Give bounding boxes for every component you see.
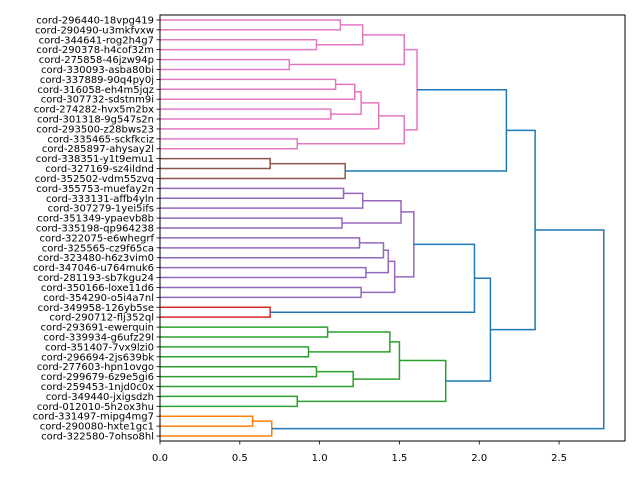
dendrogram-link <box>160 365 318 378</box>
dendrogram-link <box>160 346 310 358</box>
leaf-label: cord-349958-126yb5se <box>38 303 154 314</box>
leaf-label: cord-296694-2js639bk <box>41 352 154 363</box>
dendrogram-link <box>160 192 364 209</box>
leaf-label: cord-296440-18vpg419 <box>36 15 154 26</box>
leaf-label: cord-347046-u764muk6 <box>33 263 154 274</box>
leaf-label: cord-350166-loxe11d6 <box>41 283 154 294</box>
dendrogram-link <box>271 229 605 430</box>
dendrogram-link <box>316 24 364 46</box>
leaf-label: cord-337889-90q4py0j <box>40 75 154 86</box>
leaf-label: cord-338351-y1t9emu1 <box>36 154 154 165</box>
x-tick-label: 0.0 <box>152 453 168 464</box>
leaf-label: cord-275858-46jzw94p <box>39 55 154 66</box>
dendrogram-link <box>160 138 299 150</box>
dendrogram-link <box>160 395 299 408</box>
dendrogram-link <box>394 211 415 278</box>
leaf-label: cord-290080-hxte1gc1 <box>40 422 154 433</box>
dendrogram-link <box>160 157 271 170</box>
leaf-label: cord-322075-e6whegrf <box>40 233 155 244</box>
leaf-label: cord-335465-sckfkciz <box>47 134 154 145</box>
dendrogram-link <box>160 286 362 299</box>
leaf-label: cord-355753-muefay2n <box>36 184 154 195</box>
leaf-label: cord-339934-g6ufz29l <box>43 332 154 343</box>
leaf-label: cord-301318-9g547s2n <box>37 115 154 126</box>
dendrogram-link <box>160 415 254 427</box>
leaf-label: cord-277603-hpn1ovgo <box>37 362 154 373</box>
leaf-label: cord-290712-flj352ql <box>49 313 154 324</box>
x-tick-label: 0.5 <box>232 453 248 464</box>
dendrogram-link <box>160 370 354 388</box>
leaf-label: cord-322580-7ohso8hl <box>41 432 154 443</box>
leaf-label: cord-351407-7vx9lzi0 <box>45 342 154 353</box>
leaf-label: cord-323480-h6z3vim0 <box>38 253 154 264</box>
dendrogram-link <box>160 102 380 130</box>
leaf-label: cord-327169-sz4ildnd <box>45 164 154 175</box>
leaf-label: cord-274282-hvx5m2bx <box>34 105 154 116</box>
dendrogram-link <box>297 115 405 145</box>
dendrogram-link <box>160 83 356 100</box>
leaf-label: cord-325565-cz9f65ca <box>42 243 154 254</box>
leaf-label: cord-330093-asba80bi <box>41 65 154 76</box>
dendrogram-link <box>365 249 390 274</box>
leaf-label: cord-012010-5h2ox3hu <box>37 402 154 413</box>
leaf-label: cord-307279-1yei5ifs <box>48 204 154 215</box>
leaf-label: cord-335198-qp964238 <box>36 224 154 235</box>
dendrogram-link <box>160 187 345 200</box>
leaf-label: cord-293500-z28bws23 <box>36 124 154 135</box>
leaf-label: cord-290378-h4cof32m <box>36 45 154 56</box>
dendrogram-link <box>160 78 337 91</box>
dendrogram-link <box>353 341 401 380</box>
dendrogram-link <box>345 89 508 172</box>
dendrogram-link <box>341 200 402 224</box>
dendrogram-link <box>308 331 391 353</box>
x-tick-label: 2.5 <box>551 453 567 464</box>
dendrogram-links <box>160 19 605 437</box>
leaf-label: cord-259453-1njd0c0x <box>41 382 154 393</box>
dendrogram-link <box>270 243 476 313</box>
leaf-label: cord-354290-o5i4a7nl <box>43 293 154 304</box>
leaf-label: cord-352502-vdm55zvq <box>35 174 154 185</box>
leaf-label: cord-285897-ahysay2l <box>42 144 154 155</box>
dendrogram-link <box>160 58 291 71</box>
dendrogram-link <box>160 217 343 229</box>
x-tick-label: 2.0 <box>471 453 487 464</box>
leaf-label: cord-333131-affb4yln <box>46 194 154 205</box>
x-tick-label: 1.0 <box>312 453 328 464</box>
dendrogram-link <box>404 48 418 131</box>
dendrogram-link <box>330 91 362 115</box>
dendrogram-link <box>160 306 271 318</box>
leaf-label: cord-316058-eh4m5jqz <box>37 85 154 96</box>
leaf-label: cord-290490-u3mkfvxw <box>35 25 154 36</box>
dendrogram-link <box>160 19 342 31</box>
dendrogram-link <box>160 420 273 437</box>
x-tick-label: 1.5 <box>391 453 407 464</box>
leaf-label: cord-331497-mipg4mg7 <box>33 412 154 423</box>
leaf-labels: cord-296440-18vpg419cord-290490-u3mkfvxw… <box>33 15 160 443</box>
leaf-label: cord-293691-ewerquin <box>40 323 154 334</box>
dendrogram-link <box>160 162 346 180</box>
x-axis-ticks: 0.0 0.5 1.0 1.5 2.0 2.5 <box>152 441 567 464</box>
leaf-label: cord-349440-jxigsdzh <box>46 392 154 403</box>
dendrogram-link <box>160 242 385 259</box>
dendrogram-link <box>160 237 361 249</box>
leaf-label: cord-281193-sb7kgu24 <box>38 273 154 284</box>
dendrogram-link <box>160 266 367 279</box>
dendrogram-link <box>490 129 536 331</box>
leaf-label: cord-307732-sdstnm9i <box>41 95 154 106</box>
dendrogram-link <box>445 277 492 382</box>
leaf-label: cord-351349-ypaevb8b <box>37 214 154 225</box>
dendrogram-link <box>160 39 318 51</box>
dendrogram-link <box>160 108 332 120</box>
dendrogram-link <box>160 326 329 338</box>
leaf-label: cord-344641-rog2h4g7 <box>39 35 154 46</box>
leaf-label: cord-299679-6z9e5gi6 <box>41 372 154 383</box>
dendrogram-link <box>297 359 447 403</box>
